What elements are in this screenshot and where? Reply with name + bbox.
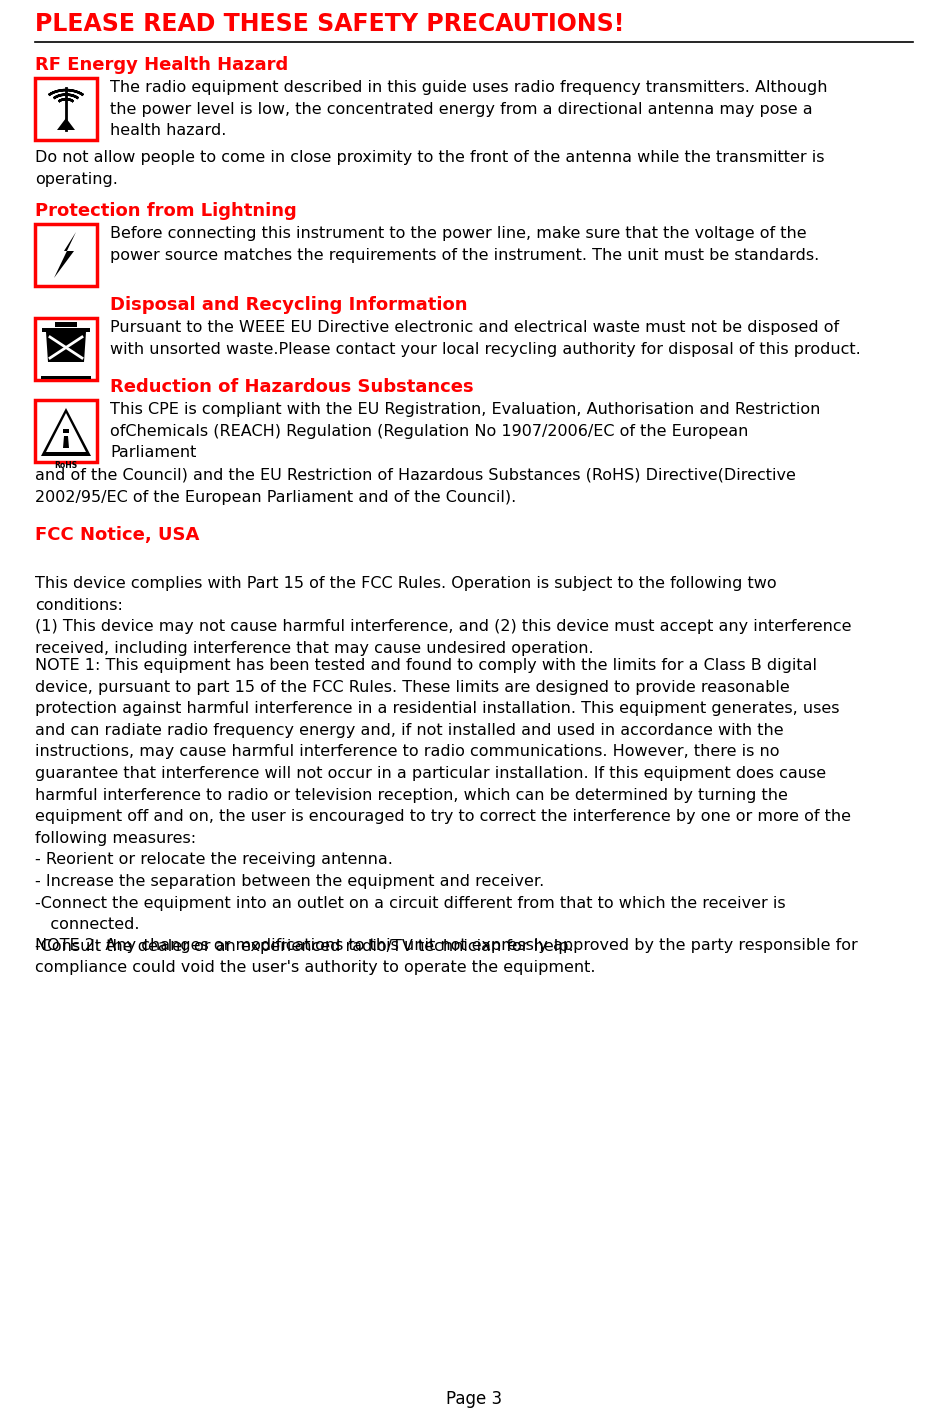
Text: and of the Council) and the EU Restriction of Hazardous Substances (RoHS) Direct: and of the Council) and the EU Restricti… (35, 468, 796, 505)
Text: RF Energy Health Hazard: RF Energy Health Hazard (35, 55, 288, 74)
Text: Pursuant to the WEEE EU Directive electronic and electrical waste must not be di: Pursuant to the WEEE EU Directive electr… (110, 320, 861, 357)
Text: FCC Notice, USA: FCC Notice, USA (35, 527, 199, 544)
Text: Before connecting this instrument to the power line, make sure that the voltage : Before connecting this instrument to the… (110, 226, 819, 263)
Bar (35, 400, 97, 462)
Text: PLEASE READ THESE SAFETY PRECAUTIONS!: PLEASE READ THESE SAFETY PRECAUTIONS! (35, 11, 625, 36)
Text: Reduction of Hazardous Substances: Reduction of Hazardous Substances (110, 379, 474, 396)
Text: The radio equipment described in this guide uses radio frequency transmitters. A: The radio equipment described in this gu… (110, 80, 828, 138)
Polygon shape (63, 428, 69, 433)
Text: This CPE is compliant with the EU Registration, Evaluation, Authorisation and Re: This CPE is compliant with the EU Regist… (110, 403, 820, 460)
Text: Protection from Lightning: Protection from Lightning (35, 202, 297, 221)
Polygon shape (46, 413, 86, 453)
Text: Disposal and Recycling Information: Disposal and Recycling Information (110, 296, 467, 314)
Text: NOTE 1: This equipment has been tested and found to comply with the limits for a: NOTE 1: This equipment has been tested a… (35, 657, 851, 953)
Polygon shape (41, 408, 91, 455)
Polygon shape (55, 322, 77, 327)
Polygon shape (41, 376, 91, 379)
Bar (35, 78, 97, 139)
Polygon shape (42, 327, 90, 332)
Bar (35, 317, 97, 380)
Text: Page 3: Page 3 (446, 1390, 502, 1407)
Text: NOTE 2: Any changes or modifications to this unit not expressly approved by the : NOTE 2: Any changes or modifications to … (35, 938, 858, 975)
Bar (35, 223, 97, 286)
Polygon shape (54, 232, 76, 277)
Polygon shape (46, 332, 86, 361)
Polygon shape (57, 118, 75, 129)
Text: This device complies with Part 15 of the FCC Rules. Operation is subject to the : This device complies with Part 15 of the… (35, 576, 851, 656)
Text: RoHS: RoHS (54, 461, 78, 470)
Text: Do not allow people to come in close proximity to the front of the antenna while: Do not allow people to come in close pro… (35, 149, 825, 186)
Polygon shape (63, 435, 69, 448)
